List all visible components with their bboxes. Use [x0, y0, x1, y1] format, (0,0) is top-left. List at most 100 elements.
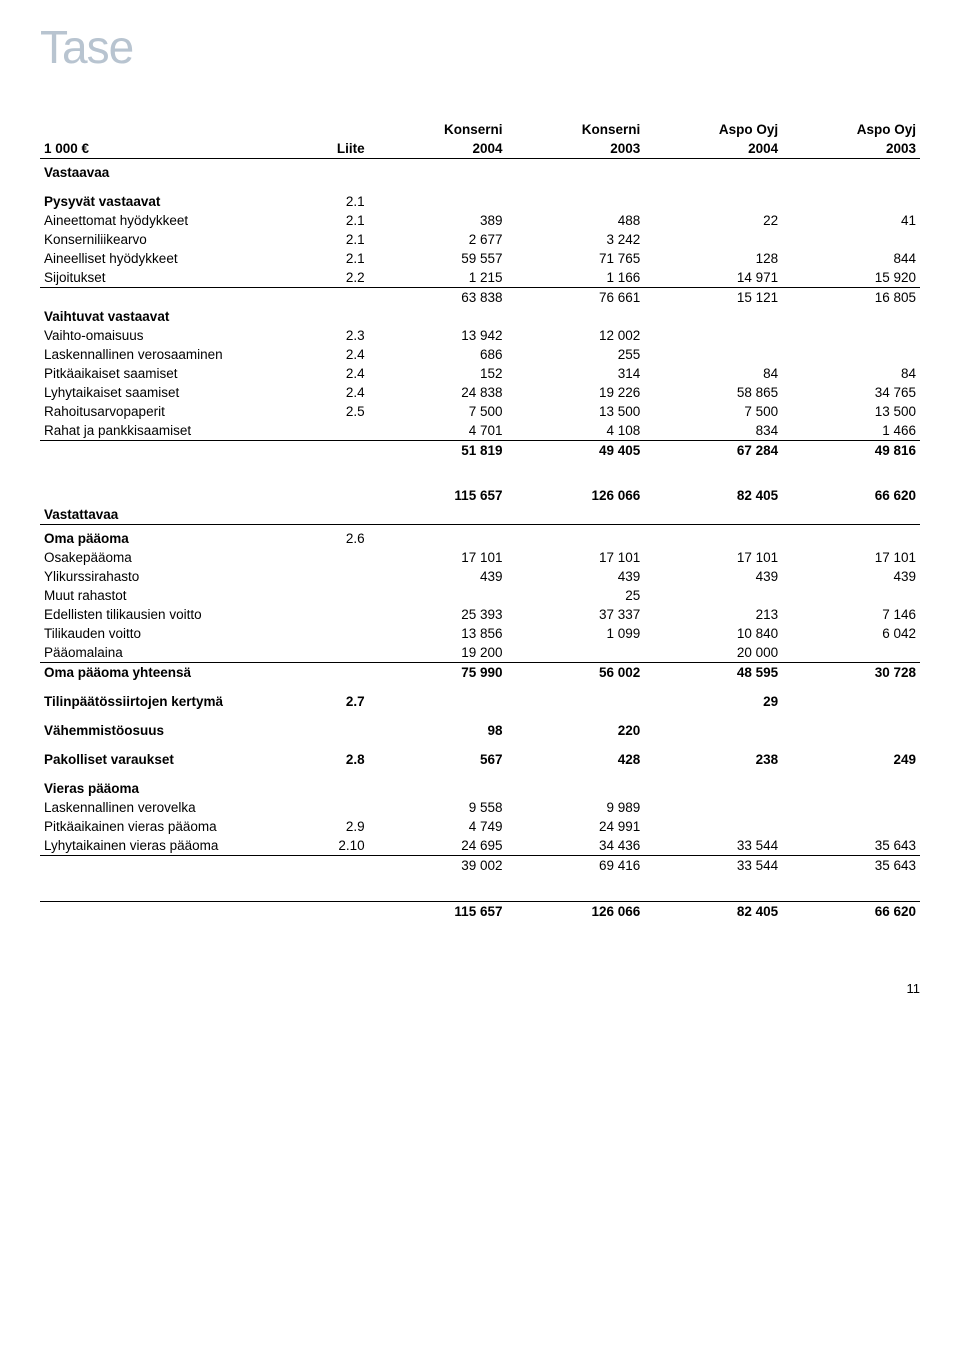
value-cell: 25	[506, 586, 644, 605]
liite-cell: 2.10	[294, 836, 368, 856]
row-label: Osakepääoma	[40, 548, 294, 567]
subtotal-cell: 76 661	[506, 288, 644, 308]
value-cell	[644, 326, 782, 345]
value-cell: 24 838	[369, 383, 507, 402]
total-cell: 66 620	[782, 901, 920, 921]
liite-cell	[294, 421, 368, 441]
value-cell	[369, 692, 507, 711]
omapaaoma-heading: Oma pääoma	[40, 529, 294, 548]
vaihtuvat-heading: Vaihtuvat vastaavat	[40, 307, 294, 326]
liite-cell: 2.2	[294, 268, 368, 288]
value-cell: 4 749	[369, 817, 507, 836]
value-cell	[644, 817, 782, 836]
value-cell: 29	[644, 692, 782, 711]
row-label: Tilikauden voitto	[40, 624, 294, 643]
liite-label: Liite	[294, 139, 368, 159]
vahemmisto-label: Vähemmistöosuus	[40, 721, 294, 740]
liite-cell: 2.7	[294, 692, 368, 711]
liite-cell	[294, 643, 368, 663]
total-cell: 75 990	[369, 663, 507, 683]
value-cell: 13 500	[506, 402, 644, 421]
value-cell: 13 500	[782, 402, 920, 421]
value-cell: 58 865	[644, 383, 782, 402]
value-cell: 19 200	[369, 643, 507, 663]
value-cell: 238	[644, 750, 782, 769]
value-cell	[644, 345, 782, 364]
value-cell: 1 099	[506, 624, 644, 643]
value-cell: 13 856	[369, 624, 507, 643]
value-cell: 9 558	[369, 798, 507, 817]
value-cell: 34 765	[782, 383, 920, 402]
value-cell: 389	[369, 211, 507, 230]
col-year: 2003	[506, 139, 644, 159]
value-cell: 439	[644, 567, 782, 586]
value-cell	[644, 230, 782, 249]
total-cell: 126 066	[506, 901, 644, 921]
value-cell: 59 557	[369, 249, 507, 268]
value-cell	[644, 586, 782, 605]
col-header: Konserni	[369, 114, 507, 139]
vastattavaa-heading: Vastattavaa	[40, 505, 294, 525]
row-label: Muut rahastot	[40, 586, 294, 605]
value-cell: 428	[506, 750, 644, 769]
value-cell: 488	[506, 211, 644, 230]
liite-cell: 2.8	[294, 750, 368, 769]
row-label: Pitkäaikaiset saamiset	[40, 364, 294, 383]
value-cell: 1 466	[782, 421, 920, 441]
col-header: Aspo Oyj	[644, 114, 782, 139]
value-cell: 14 971	[644, 268, 782, 288]
value-cell: 439	[782, 567, 920, 586]
value-cell: 12 002	[506, 326, 644, 345]
col-year: 2003	[782, 139, 920, 159]
value-cell: 249	[782, 750, 920, 769]
col-header: Konserni	[506, 114, 644, 139]
row-label: Aineettomat hyödykkeet	[40, 211, 294, 230]
liite-cell: 2.1	[294, 249, 368, 268]
total-cell: 126 066	[506, 486, 644, 505]
value-cell: 17 101	[369, 548, 507, 567]
value-cell: 10 840	[644, 624, 782, 643]
liite-cell: 2.4	[294, 364, 368, 383]
tilinpaatos-label: Tilinpäätössiirtojen kertymä	[40, 692, 294, 711]
liite-cell	[294, 624, 368, 643]
liite-cell	[294, 586, 368, 605]
subtotal-cell: 15 121	[644, 288, 782, 308]
liite-cell	[294, 548, 368, 567]
pysyvat-heading: Pysyvät vastaavat	[40, 192, 294, 211]
row-label: Pääomalaina	[40, 643, 294, 663]
liite-cell	[294, 567, 368, 586]
value-cell: 7 500	[644, 402, 782, 421]
value-cell: 98	[369, 721, 507, 740]
row-label: Sijoitukset	[40, 268, 294, 288]
value-cell: 7 146	[782, 605, 920, 624]
value-cell: 84	[644, 364, 782, 383]
total-cell: 56 002	[506, 663, 644, 683]
value-cell: 152	[369, 364, 507, 383]
subtotal-cell: 49 405	[506, 441, 644, 461]
row-label: Lyhytaikaiset saamiset	[40, 383, 294, 402]
value-cell: 20 000	[644, 643, 782, 663]
subtotal-cell: 16 805	[782, 288, 920, 308]
subtotal-cell: 49 816	[782, 441, 920, 461]
subtotal-cell: 69 416	[506, 856, 644, 876]
row-label: Laskennallinen verosaaminen	[40, 345, 294, 364]
value-cell	[782, 692, 920, 711]
value-cell: 4 108	[506, 421, 644, 441]
balance-sheet-table: KonserniKonserniAspo OyjAspo Oyj1 000 €L…	[40, 114, 920, 921]
liite-cell: 2.5	[294, 402, 368, 421]
total-cell: 82 405	[644, 486, 782, 505]
subtotal-cell: 67 284	[644, 441, 782, 461]
unit-label: 1 000 €	[40, 139, 294, 159]
value-cell	[506, 643, 644, 663]
vastaavaa-heading: Vastaavaa	[40, 163, 294, 182]
value-cell: 686	[369, 345, 507, 364]
value-cell: 1 166	[506, 268, 644, 288]
page-title: Tase	[40, 20, 920, 74]
value-cell	[782, 817, 920, 836]
total-cell: 30 728	[782, 663, 920, 683]
value-cell: 6 042	[782, 624, 920, 643]
value-cell: 17 101	[644, 548, 782, 567]
subtotal-cell: 35 643	[782, 856, 920, 876]
value-cell	[506, 692, 644, 711]
value-cell: 3 242	[506, 230, 644, 249]
